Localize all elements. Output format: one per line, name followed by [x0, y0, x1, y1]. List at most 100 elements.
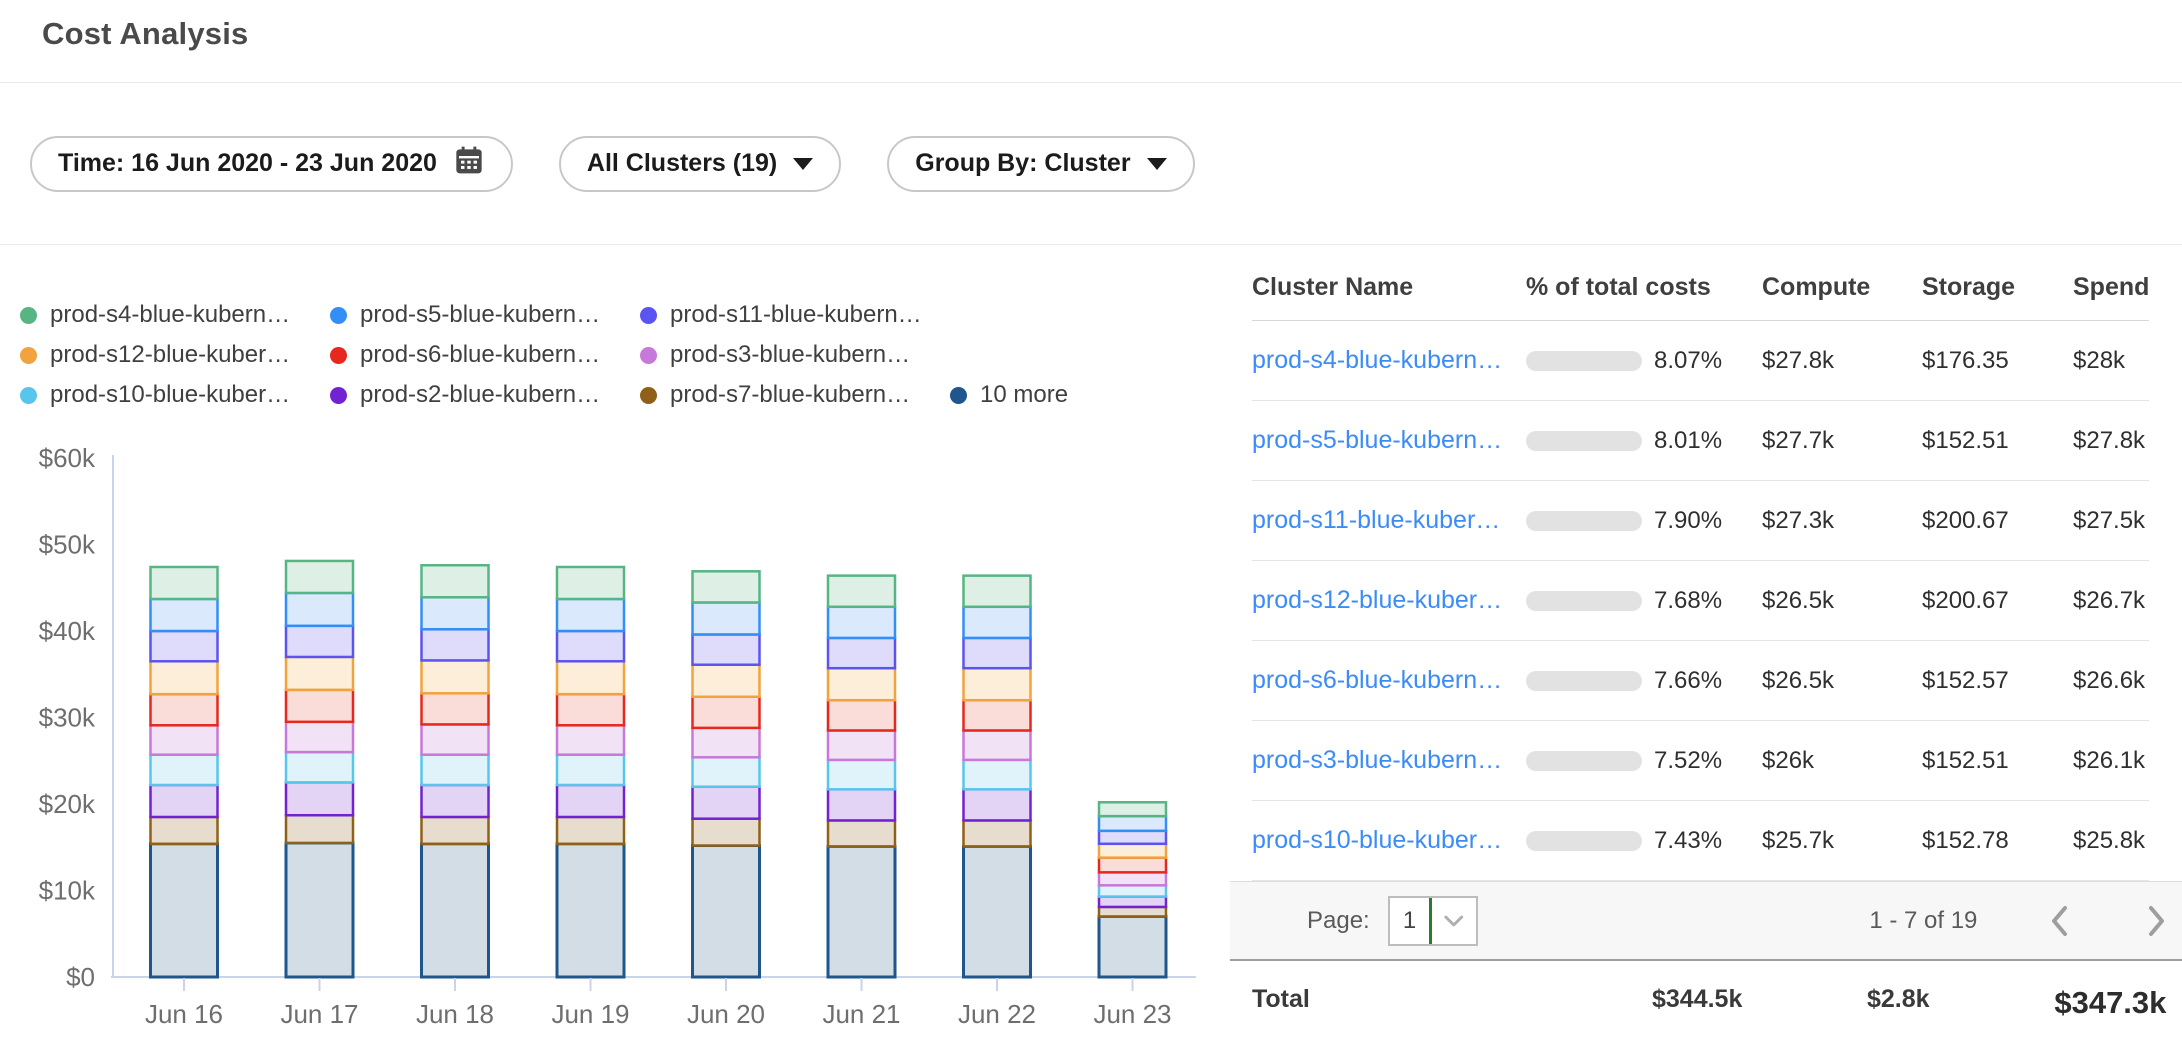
legend-item-4[interactable]: prod-s6-blue-kubern… [330, 335, 640, 375]
cluster-name-link[interactable]: prod-s3-blue-kubern… [1252, 746, 1502, 774]
bar-segment-5-day3[interactable] [557, 725, 624, 754]
bar-segment-9-day3[interactable] [557, 844, 624, 977]
bar-segment-6-day2[interactable] [422, 755, 489, 785]
legend-item-3[interactable]: prod-s12-blue-kuber… [20, 335, 330, 375]
bar-segment-0-day3[interactable] [557, 567, 624, 599]
bar-segment-2-day0[interactable] [151, 631, 218, 661]
bar-segment-7-day7[interactable] [1099, 897, 1166, 907]
cluster-name-link[interactable]: prod-s4-blue-kubern… [1252, 346, 1502, 374]
bar-segment-8-day0[interactable] [151, 817, 218, 844]
bar-segment-4-day3[interactable] [557, 694, 624, 725]
bar-segment-7-day5[interactable] [828, 789, 895, 820]
bar-segment-3-day2[interactable] [422, 660, 489, 693]
bar-segment-0-day1[interactable] [286, 561, 353, 593]
bar-segment-9-day4[interactable] [693, 846, 760, 977]
bar-segment-9-day5[interactable] [828, 846, 895, 977]
bar-segment-6-day1[interactable] [286, 752, 353, 782]
bar-segment-4-day7[interactable] [1099, 858, 1166, 873]
bar-segment-0-day0[interactable] [151, 567, 218, 599]
bar-segment-8-day7[interactable] [1099, 907, 1166, 917]
next-page-button[interactable] [2143, 904, 2169, 938]
bar-segment-3-day0[interactable] [151, 661, 218, 694]
bar-segment-2-day6[interactable] [964, 638, 1031, 668]
bar-segment-8-day1[interactable] [286, 815, 353, 843]
bar-segment-1-day6[interactable] [964, 607, 1031, 638]
bar-segment-4-day1[interactable] [286, 690, 353, 722]
bar-segment-5-day6[interactable] [964, 730, 1031, 759]
bar-segment-8-day2[interactable] [422, 817, 489, 844]
bar-segment-1-day5[interactable] [828, 607, 895, 638]
group-by-dropdown[interactable]: Group By: Cluster [887, 136, 1194, 192]
bar-segment-0-day5[interactable] [828, 576, 895, 607]
bar-segment-8-day5[interactable] [828, 820, 895, 846]
bar-segment-3-day6[interactable] [964, 668, 1031, 700]
bar-segment-5-day0[interactable] [151, 725, 218, 754]
bar-segment-6-day6[interactable] [964, 760, 1031, 789]
cluster-name-link[interactable]: prod-s5-blue-kubern… [1252, 426, 1502, 454]
bar-segment-6-day3[interactable] [557, 755, 624, 785]
bar-segment-7-day1[interactable] [286, 782, 353, 815]
bar-segment-4-day2[interactable] [422, 693, 489, 724]
bar-segment-4-day4[interactable] [693, 697, 760, 728]
previous-page-button[interactable] [2047, 904, 2073, 938]
cluster-name-link[interactable]: prod-s12-blue-kuber… [1252, 586, 1502, 614]
legend-item-1[interactable]: prod-s5-blue-kubern… [330, 295, 640, 335]
bar-segment-5-day4[interactable] [693, 728, 760, 757]
bar-segment-6-day4[interactable] [693, 757, 760, 786]
bar-segment-3-day5[interactable] [828, 668, 895, 700]
bar-segment-9-day0[interactable] [151, 844, 218, 977]
bar-segment-7-day3[interactable] [557, 785, 624, 817]
bar-segment-9-day2[interactable] [422, 844, 489, 977]
bar-segment-8-day6[interactable] [964, 820, 1031, 846]
bar-segment-0-day7[interactable] [1099, 802, 1166, 816]
legend-item-6[interactable]: prod-s10-blue-kuber… [20, 375, 330, 415]
bar-segment-1-day7[interactable] [1099, 816, 1166, 831]
cluster-name-link[interactable]: prod-s6-blue-kubern… [1252, 666, 1502, 694]
legend-item-0[interactable]: prod-s4-blue-kubern… [20, 295, 330, 335]
bar-segment-5-day5[interactable] [828, 730, 895, 759]
clusters-filter-dropdown[interactable]: All Clusters (19) [559, 136, 841, 192]
bar-segment-2-day3[interactable] [557, 631, 624, 661]
legend-item-2[interactable]: prod-s11-blue-kubern… [640, 295, 950, 335]
bar-segment-7-day4[interactable] [693, 787, 760, 819]
bar-segment-5-day1[interactable] [286, 722, 353, 752]
bar-segment-3-day7[interactable] [1099, 844, 1166, 858]
bar-segment-0-day6[interactable] [964, 576, 1031, 607]
bar-segment-3-day3[interactable] [557, 661, 624, 694]
bar-segment-0-day4[interactable] [693, 571, 760, 602]
bar-segment-7-day6[interactable] [964, 789, 1031, 820]
bar-segment-7-day2[interactable] [422, 785, 489, 817]
bar-segment-6-day0[interactable] [151, 755, 218, 785]
bar-segment-8-day3[interactable] [557, 817, 624, 844]
bar-segment-4-day6[interactable] [964, 700, 1031, 730]
bar-segment-8-day4[interactable] [693, 819, 760, 846]
legend-item-7[interactable]: prod-s2-blue-kubern… [330, 375, 640, 415]
bar-segment-5-day2[interactable] [422, 724, 489, 754]
bar-segment-9-day7[interactable] [1099, 916, 1166, 977]
bar-segment-6-day7[interactable] [1099, 885, 1166, 896]
legend-item-9[interactable]: 10 more [950, 375, 1068, 415]
bar-segment-9-day1[interactable] [286, 843, 353, 977]
bar-segment-2-day4[interactable] [693, 634, 760, 664]
bar-segment-3-day1[interactable] [286, 657, 353, 690]
bar-segment-5-day7[interactable] [1099, 872, 1166, 885]
bar-segment-2-day5[interactable] [828, 638, 895, 668]
legend-item-5[interactable]: prod-s3-blue-kubern… [640, 335, 950, 375]
time-range-filter[interactable]: Time: 16 Jun 2020 - 23 Jun 2020 [30, 136, 513, 192]
bar-segment-1-day1[interactable] [286, 593, 353, 626]
bar-segment-4-day0[interactable] [151, 694, 218, 725]
legend-item-8[interactable]: prod-s7-blue-kubern… [640, 375, 950, 415]
bar-segment-3-day4[interactable] [693, 665, 760, 697]
bar-segment-2-day7[interactable] [1099, 831, 1166, 844]
bar-segment-2-day2[interactable] [422, 629, 489, 660]
bar-segment-1-day3[interactable] [557, 599, 624, 631]
bar-segment-2-day1[interactable] [286, 626, 353, 657]
bar-segment-7-day0[interactable] [151, 785, 218, 817]
cluster-name-link[interactable]: prod-s10-blue-kuber… [1252, 826, 1502, 854]
bar-segment-4-day5[interactable] [828, 700, 895, 730]
bar-segment-1-day0[interactable] [151, 599, 218, 631]
bar-segment-1-day2[interactable] [422, 597, 489, 629]
bar-segment-1-day4[interactable] [693, 602, 760, 634]
bar-segment-9-day6[interactable] [964, 846, 1031, 977]
bar-segment-6-day5[interactable] [828, 760, 895, 789]
